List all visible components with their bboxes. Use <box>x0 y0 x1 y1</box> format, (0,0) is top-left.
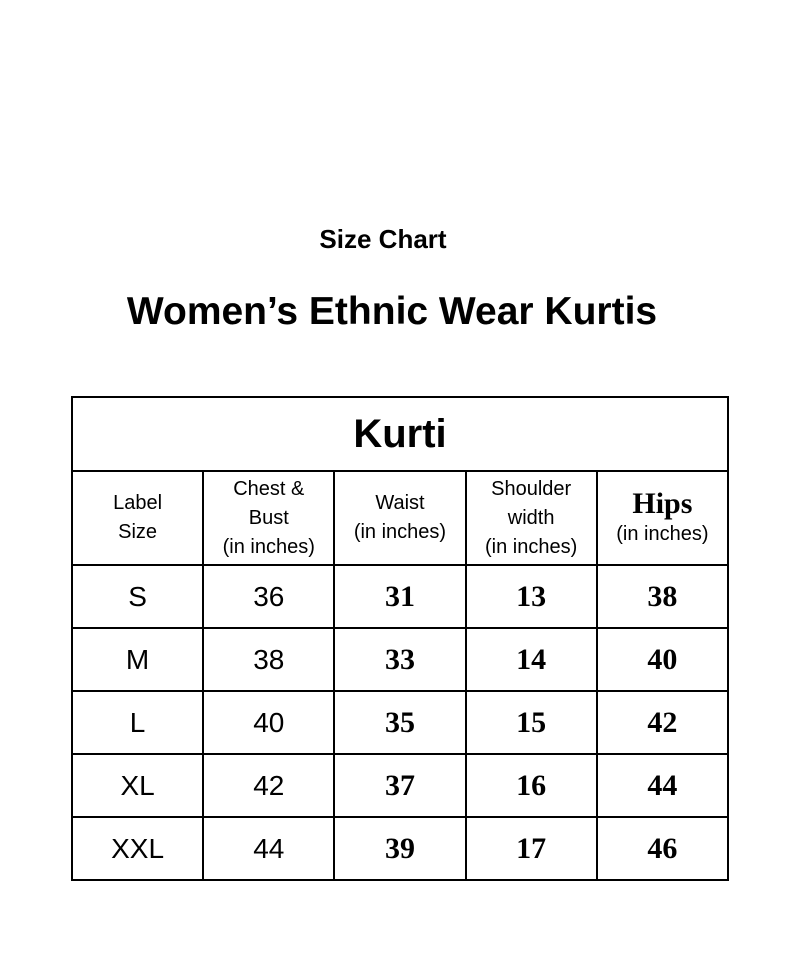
size-chart-subtitle: Size Chart <box>319 224 447 254</box>
size-table: Kurti Label Size Chest & Bust (in inches) W… <box>70 396 730 881</box>
cell-shoulder-width: 15 <box>464 690 598 755</box>
header-line: Label <box>113 492 163 514</box>
cell-chest-bust: 38 <box>202 627 336 692</box>
cell-hips: 40 <box>595 627 730 692</box>
page-title: Women’s Ethnic Wear Kurtis <box>126 290 658 333</box>
cell-size: M <box>70 627 205 692</box>
header-line: Shoulder <box>491 477 572 500</box>
table-row: XL 42 37 16 44 <box>70 753 730 818</box>
cell-shoulder-width: 14 <box>464 627 598 692</box>
cell-size: L <box>70 690 205 755</box>
cell-waist: 33 <box>333 627 467 692</box>
cell-chest-bust: 42 <box>202 753 336 818</box>
cell-hips: 42 <box>595 690 730 755</box>
header-line: Bust <box>248 506 289 529</box>
table-row: XXL 44 39 17 46 <box>70 816 730 881</box>
cell-shoulder-width: 17 <box>464 816 598 881</box>
cell-size: XL <box>70 753 205 818</box>
cell-hips: 46 <box>595 816 730 881</box>
header-line: Waist <box>375 492 425 514</box>
cell-waist: 37 <box>333 753 467 818</box>
cell-shoulder-width: 16 <box>464 753 598 818</box>
header-hips: Hips (in inches) <box>595 470 730 566</box>
header-line: width <box>507 506 555 529</box>
header-line: Hips <box>632 486 693 520</box>
cell-hips: 44 <box>595 753 730 818</box>
cell-waist: 35 <box>333 690 467 755</box>
header-label-size: Label Size <box>70 470 205 566</box>
table-row: L 40 35 15 42 <box>70 690 730 755</box>
cell-size: S <box>70 564 205 629</box>
cell-chest-bust: 40 <box>202 690 336 755</box>
table-caption: Kurti <box>71 396 729 472</box>
cell-size: XXL <box>70 816 205 881</box>
header-row: Label Size Chest & Bust (in inches) Waist (i… <box>70 470 730 566</box>
header-line: Chest & <box>233 477 305 500</box>
header-line: Size <box>118 521 158 543</box>
header-waist: Waist (in inches) <box>333 470 467 566</box>
header-chest-bust: Chest & Bust (in inches) <box>202 470 336 566</box>
header-shoulder-width: Shoulder width (in inches) <box>464 470 598 566</box>
cell-hips: 38 <box>595 564 730 629</box>
cell-waist: 31 <box>333 564 467 629</box>
header-line: (in inches) <box>485 535 578 558</box>
cell-waist: 39 <box>333 816 467 881</box>
table-row: M 38 33 14 40 <box>70 627 730 692</box>
header-line: (in inches) <box>616 522 709 545</box>
cell-chest-bust: 44 <box>202 816 336 881</box>
header-line: (in inches) <box>222 535 315 558</box>
header-line: (in inches) <box>353 521 447 543</box>
cell-shoulder-width: 13 <box>464 564 598 629</box>
table-row: S 36 31 13 38 <box>70 564 730 629</box>
cell-chest-bust: 36 <box>202 564 336 629</box>
